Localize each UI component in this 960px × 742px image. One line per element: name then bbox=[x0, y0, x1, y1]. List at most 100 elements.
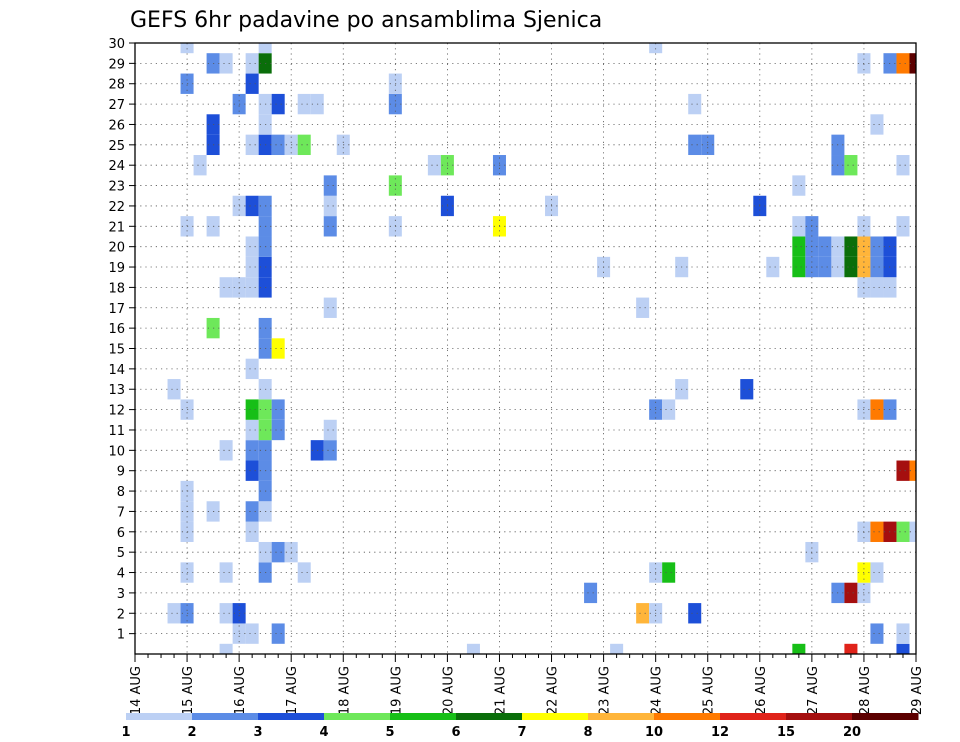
y-tick-label: 24 bbox=[108, 159, 125, 174]
heatmap-cell bbox=[792, 643, 806, 654]
heatmap-cell bbox=[896, 460, 910, 481]
heatmap-cell bbox=[271, 541, 285, 563]
y-tick-label: 2 bbox=[117, 607, 125, 622]
heatmap-cell bbox=[896, 623, 910, 644]
heatmap-cell bbox=[636, 603, 650, 624]
heatmap-cell bbox=[245, 521, 259, 542]
y-tick-label: 20 bbox=[108, 241, 125, 256]
heatmap-cell bbox=[844, 236, 858, 257]
x-tick-label: 18 AUG bbox=[337, 666, 352, 715]
heatmap-cell bbox=[636, 297, 650, 318]
legend-label: 12 bbox=[711, 725, 729, 740]
heatmap-cell bbox=[297, 562, 311, 583]
heatmap-cell bbox=[766, 256, 780, 278]
heatmap-cell bbox=[662, 399, 676, 420]
heatmap-cell bbox=[909, 53, 916, 74]
heatmap-cell bbox=[323, 440, 337, 461]
x-tick-label: 17 AUG bbox=[285, 666, 300, 715]
heatmap-cell bbox=[818, 256, 832, 278]
legend-swatch bbox=[126, 713, 193, 720]
heatmap-cell bbox=[844, 256, 858, 278]
y-tick-label: 1 bbox=[117, 628, 125, 643]
y-tick-label: 18 bbox=[108, 281, 125, 296]
heatmap-cell bbox=[844, 582, 858, 604]
legend-swatch bbox=[456, 713, 523, 720]
x-tick-label: 20 AUG bbox=[441, 666, 456, 715]
heatmap-cell bbox=[427, 155, 441, 176]
x-tick-label: 23 AUG bbox=[598, 666, 613, 715]
y-tick-label: 26 bbox=[108, 118, 125, 133]
legend-swatch bbox=[390, 713, 457, 720]
heatmap-cell bbox=[245, 195, 259, 217]
heatmap-cell bbox=[245, 134, 259, 156]
heatmap-cell bbox=[323, 195, 337, 217]
heatmap-cell bbox=[245, 419, 259, 441]
heatmap-cell bbox=[466, 643, 480, 654]
legend-swatch bbox=[258, 713, 325, 720]
heatmap-cell bbox=[870, 277, 884, 298]
legend-label: 10 bbox=[645, 725, 663, 740]
heatmap-cell bbox=[870, 399, 884, 420]
x-tick-label: 16 AUG bbox=[233, 666, 248, 715]
heatmap-cell bbox=[297, 134, 311, 156]
heatmap-cell bbox=[909, 460, 916, 481]
heatmap-cell bbox=[180, 43, 194, 54]
heatmap-cell bbox=[896, 53, 910, 74]
heatmap-cell bbox=[662, 562, 676, 583]
heatmap-cell bbox=[245, 236, 259, 257]
heatmap-cell bbox=[271, 93, 285, 115]
heatmap-cell bbox=[844, 643, 858, 654]
x-tick-label: 24 AUG bbox=[650, 666, 665, 715]
legend-label: 8 bbox=[583, 725, 592, 740]
y-tick-label: 19 bbox=[108, 261, 125, 276]
heatmap-cell bbox=[870, 521, 884, 542]
x-tick-label: 28 AUG bbox=[858, 666, 873, 715]
heatmap-cell bbox=[245, 501, 259, 522]
x-tick-label: 26 AUG bbox=[754, 666, 769, 715]
legend-label: 1 bbox=[121, 725, 130, 740]
heatmap-cell bbox=[219, 603, 233, 624]
heatmap-cell bbox=[323, 175, 337, 196]
heatmap-cell bbox=[870, 623, 884, 644]
y-tick-label: 28 bbox=[108, 78, 125, 93]
heatmap-cell bbox=[167, 379, 181, 400]
heatmap-cell bbox=[271, 399, 285, 420]
y-tick-label: 9 bbox=[117, 465, 125, 480]
heatmap-cell bbox=[245, 399, 259, 420]
x-tick-label: 27 AUG bbox=[806, 666, 821, 715]
y-tick-label: 7 bbox=[117, 505, 125, 520]
legend-swatch bbox=[588, 713, 655, 720]
y-tick-label: 13 bbox=[108, 383, 125, 398]
y-tick-label: 23 bbox=[108, 180, 125, 195]
heatmap-cell bbox=[245, 73, 259, 94]
legend-label: 3 bbox=[253, 725, 262, 740]
heatmap-cell bbox=[792, 175, 806, 196]
x-tick-label: 21 AUG bbox=[493, 666, 508, 715]
x-tick-label: 15 AUG bbox=[181, 666, 196, 715]
heatmap-cell bbox=[870, 236, 884, 257]
legend-label: 15 bbox=[777, 725, 795, 740]
heatmap-cell bbox=[323, 216, 337, 237]
heatmap-cell bbox=[870, 114, 884, 135]
y-tick-label: 6 bbox=[117, 526, 125, 541]
legend-label: 20 bbox=[843, 725, 861, 740]
heatmap-cell bbox=[870, 256, 884, 278]
y-tick-label: 29 bbox=[108, 57, 125, 72]
heatmap-cell bbox=[271, 134, 285, 156]
heatmap-cell bbox=[688, 603, 702, 624]
heatmap-cell bbox=[193, 155, 207, 176]
x-tick-label: 22 AUG bbox=[546, 666, 561, 715]
heatmap-cell bbox=[896, 643, 910, 654]
y-tick-label: 4 bbox=[117, 567, 125, 582]
heatmap-cell bbox=[219, 440, 233, 461]
heatmap-cell bbox=[610, 643, 624, 654]
legend-swatch bbox=[654, 713, 721, 720]
heatmap-cell bbox=[271, 623, 285, 644]
legend-swatch bbox=[324, 713, 391, 720]
y-tick-label: 10 bbox=[108, 444, 125, 459]
x-tick-label: 19 AUG bbox=[389, 666, 404, 715]
y-tick-label: 22 bbox=[108, 200, 125, 215]
legend-label: 7 bbox=[517, 725, 526, 740]
legend-swatch bbox=[852, 713, 919, 720]
legend-label: 4 bbox=[319, 725, 328, 740]
